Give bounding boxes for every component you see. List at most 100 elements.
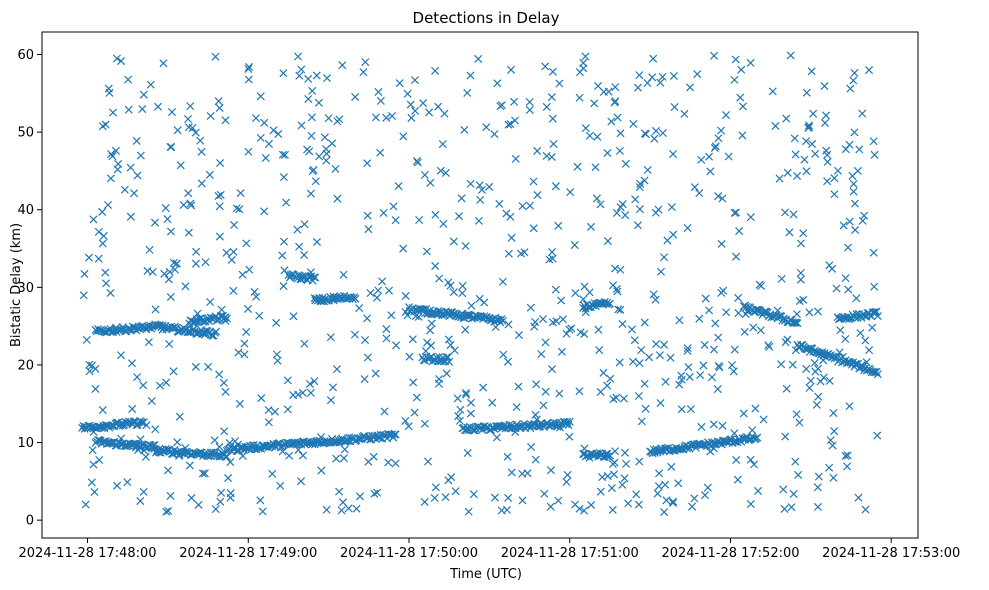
data-point: [611, 264, 620, 273]
data-point: [156, 381, 165, 390]
data-point: [151, 425, 160, 434]
data-point: [685, 372, 694, 381]
data-point: [710, 143, 719, 152]
data-point: [226, 493, 235, 502]
data-point: [706, 167, 715, 176]
data-point: [571, 289, 580, 298]
data-point: [170, 265, 179, 274]
data-point: [308, 440, 317, 449]
data-point: [562, 420, 571, 429]
data-point: [244, 75, 253, 84]
data-point: [250, 287, 259, 296]
data-point: [280, 150, 289, 159]
data-point: [660, 508, 669, 517]
data-point: [279, 282, 288, 291]
data-point: [196, 136, 205, 145]
data-point: [130, 189, 139, 198]
data-point: [113, 165, 122, 174]
data-point: [609, 470, 619, 479]
data-point: [126, 212, 135, 221]
data-point: [575, 387, 584, 396]
data-point: [150, 218, 159, 227]
y-tick-label: 50: [17, 126, 34, 141]
data-point: [146, 80, 155, 89]
data-point: [777, 274, 786, 283]
data-point: [703, 483, 712, 492]
data-point: [477, 185, 486, 194]
data-point: [656, 267, 665, 276]
data-point: [721, 111, 730, 120]
data-point: [805, 383, 814, 392]
data-point: [787, 503, 796, 512]
data-point: [828, 441, 837, 450]
data-point: [495, 199, 504, 208]
data-point: [251, 114, 260, 123]
data-point: [598, 473, 607, 482]
data-point: [410, 408, 419, 417]
data-point: [849, 76, 858, 85]
data-point: [109, 108, 118, 117]
data-point: [581, 52, 590, 61]
data-point: [658, 72, 667, 81]
data-point: [458, 281, 467, 290]
data-point: [618, 319, 627, 329]
data-point: [355, 304, 364, 313]
data-point: [497, 506, 506, 515]
y-tick-label: 60: [17, 48, 34, 63]
data-point: [629, 119, 638, 128]
data-point: [570, 241, 579, 250]
data-point: [609, 281, 618, 290]
data-point: [645, 353, 654, 362]
x-tick-label: 2024-11-28 17:51:00: [501, 546, 639, 561]
data-point: [839, 221, 848, 230]
data-point: [849, 179, 858, 188]
data-point: [252, 292, 261, 301]
data-point: [184, 189, 193, 198]
data-point: [363, 314, 372, 323]
data-point: [99, 437, 108, 446]
data-point: [856, 329, 865, 338]
data-point: [460, 125, 469, 134]
data-point: [379, 208, 388, 217]
data-point: [637, 346, 646, 355]
data-point: [360, 375, 369, 384]
data-point: [855, 145, 864, 154]
data-point: [575, 93, 584, 102]
data-point: [104, 84, 113, 93]
data-point: [240, 339, 249, 348]
data-point: [388, 111, 397, 121]
data-point: [441, 168, 450, 177]
data-point: [445, 357, 454, 366]
data-point: [865, 346, 874, 355]
data-point: [221, 387, 230, 396]
data-point: [165, 267, 174, 276]
data-point: [441, 493, 450, 502]
data-point: [516, 249, 525, 258]
data-point: [514, 382, 523, 391]
data-point: [464, 507, 473, 516]
data-point: [612, 393, 621, 402]
data-point: [415, 215, 424, 225]
data-point: [217, 305, 226, 314]
data-point: [420, 497, 429, 506]
data-point: [587, 500, 596, 510]
data-point: [677, 405, 686, 414]
data-point: [391, 430, 400, 439]
data-point: [392, 341, 401, 350]
data-point: [159, 59, 168, 68]
data-point: [139, 381, 148, 390]
data-point: [214, 97, 223, 106]
data-point: [608, 459, 617, 469]
data-point: [435, 274, 444, 283]
data-point: [181, 282, 190, 291]
data-point: [183, 114, 193, 124]
data-point: [215, 232, 224, 241]
data-point: [187, 493, 196, 502]
data-point: [799, 229, 808, 238]
data-point: [283, 376, 292, 385]
data-point: [94, 227, 103, 236]
data-point: [729, 367, 738, 376]
data-point: [724, 152, 733, 161]
data-point: [338, 61, 347, 70]
data-point: [704, 306, 714, 315]
